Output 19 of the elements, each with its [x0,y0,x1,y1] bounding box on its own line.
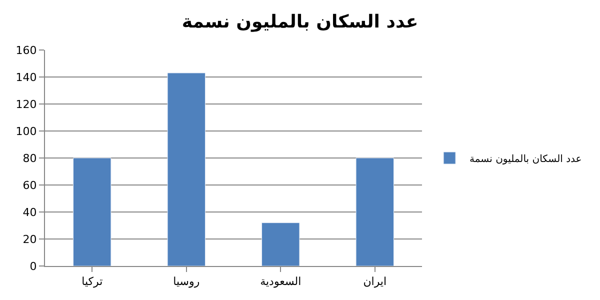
chart-title: عدد السكان بالمليون نسمة [182,12,418,33]
y-tick-label: 40 [22,206,37,219]
y-tick-label: 120 [16,98,37,111]
bar [167,72,206,266]
legend-label: عدد السكان بالمليون نسمة [470,154,582,165]
y-tick-label: 160 [16,44,37,57]
x-tick-label: السعودية [260,275,302,288]
x-tick-label: روسيا [173,275,200,288]
y-tick-label: 60 [22,178,37,192]
x-tick-label: تركيا [82,275,103,288]
y-tick-label: 0 [30,260,37,273]
y-tick-label: 100 [16,124,37,138]
x-tick-label: ايران [363,275,387,288]
bar [356,158,394,266]
bar [262,222,300,266]
y-tick-label: 20 [22,232,37,246]
y-tick-label: 80 [22,152,37,165]
y-tick-label: 140 [16,70,37,84]
bar [73,158,112,266]
